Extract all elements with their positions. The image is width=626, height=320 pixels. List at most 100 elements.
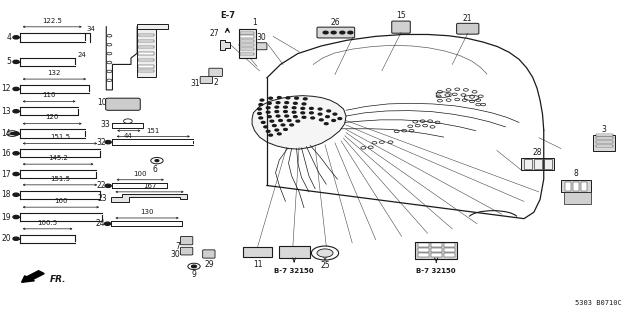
Text: 14: 14 — [1, 129, 11, 138]
Circle shape — [310, 112, 313, 114]
Bar — [138, 65, 155, 68]
Text: 151.5: 151.5 — [50, 134, 70, 140]
Circle shape — [284, 111, 287, 113]
Bar — [240, 32, 254, 34]
Bar — [596, 133, 613, 136]
Bar — [596, 137, 613, 139]
Bar — [444, 248, 454, 252]
Circle shape — [258, 113, 262, 115]
Text: 29: 29 — [204, 260, 213, 269]
Bar — [561, 180, 591, 192]
Circle shape — [275, 129, 279, 131]
Text: 120: 120 — [46, 115, 59, 121]
Bar — [138, 40, 155, 42]
Circle shape — [259, 117, 262, 119]
Bar — [431, 248, 442, 252]
Text: 21: 21 — [463, 14, 473, 23]
Circle shape — [301, 108, 305, 109]
Circle shape — [13, 215, 19, 219]
Text: 32: 32 — [96, 138, 106, 147]
Text: 16: 16 — [1, 149, 11, 158]
Circle shape — [294, 102, 297, 104]
Text: 132: 132 — [48, 70, 61, 76]
Text: 18: 18 — [2, 190, 11, 199]
Circle shape — [317, 249, 333, 257]
Text: 17: 17 — [1, 170, 11, 179]
Bar — [138, 70, 155, 72]
Circle shape — [333, 113, 337, 115]
Circle shape — [287, 120, 291, 122]
Circle shape — [264, 126, 267, 128]
Circle shape — [267, 102, 271, 104]
Circle shape — [13, 87, 19, 91]
Bar — [524, 159, 532, 169]
Bar — [544, 159, 552, 169]
Text: 151.5: 151.5 — [50, 176, 70, 182]
Circle shape — [276, 115, 280, 117]
Circle shape — [13, 152, 19, 155]
Bar — [573, 182, 579, 191]
Circle shape — [266, 130, 270, 132]
Circle shape — [272, 124, 276, 126]
Circle shape — [275, 111, 279, 113]
Text: 4: 4 — [6, 33, 11, 42]
Circle shape — [319, 119, 323, 121]
Text: 6: 6 — [152, 165, 157, 174]
Text: 33: 33 — [100, 120, 110, 130]
FancyBboxPatch shape — [593, 134, 615, 151]
Text: 5303 B0710C: 5303 B0710C — [575, 300, 622, 306]
Circle shape — [338, 118, 342, 120]
Circle shape — [296, 120, 300, 122]
Bar — [596, 145, 613, 147]
Circle shape — [276, 102, 280, 104]
Circle shape — [105, 222, 111, 225]
Bar — [240, 52, 254, 55]
Circle shape — [267, 116, 271, 118]
Circle shape — [310, 117, 314, 119]
Circle shape — [295, 97, 299, 99]
Circle shape — [269, 97, 272, 99]
Bar — [565, 182, 571, 191]
Bar — [137, 24, 168, 29]
Text: 12: 12 — [2, 84, 11, 93]
Circle shape — [13, 172, 19, 176]
Circle shape — [285, 102, 289, 104]
Bar — [239, 29, 256, 58]
Text: 13: 13 — [1, 107, 11, 116]
Circle shape — [275, 106, 279, 108]
Text: 167: 167 — [143, 183, 156, 189]
Text: 44: 44 — [124, 133, 133, 139]
Circle shape — [13, 36, 19, 39]
Text: E-7: E-7 — [220, 11, 235, 20]
Text: 145.2: 145.2 — [48, 155, 68, 161]
Polygon shape — [111, 194, 187, 202]
Bar — [444, 253, 454, 258]
FancyBboxPatch shape — [317, 27, 355, 38]
Text: 25: 25 — [320, 261, 330, 270]
Circle shape — [284, 128, 287, 130]
Circle shape — [13, 237, 19, 240]
Bar — [418, 248, 429, 252]
Text: 31: 31 — [190, 79, 200, 88]
Circle shape — [292, 107, 296, 109]
Circle shape — [323, 31, 328, 34]
Text: 160: 160 — [54, 198, 68, 204]
Circle shape — [318, 113, 322, 115]
Circle shape — [13, 60, 19, 63]
Circle shape — [301, 112, 305, 114]
Bar — [418, 253, 429, 258]
Circle shape — [281, 124, 285, 126]
Text: 34: 34 — [86, 26, 95, 32]
Circle shape — [310, 108, 313, 109]
Circle shape — [318, 108, 322, 110]
Bar — [431, 243, 442, 247]
Text: 151: 151 — [146, 128, 160, 134]
Text: 8: 8 — [573, 170, 578, 179]
Circle shape — [192, 265, 197, 268]
Bar — [418, 243, 429, 247]
Circle shape — [294, 116, 297, 118]
Circle shape — [266, 111, 270, 113]
Bar — [137, 29, 156, 77]
Text: 122.5: 122.5 — [43, 18, 62, 24]
Text: 3: 3 — [602, 125, 607, 134]
